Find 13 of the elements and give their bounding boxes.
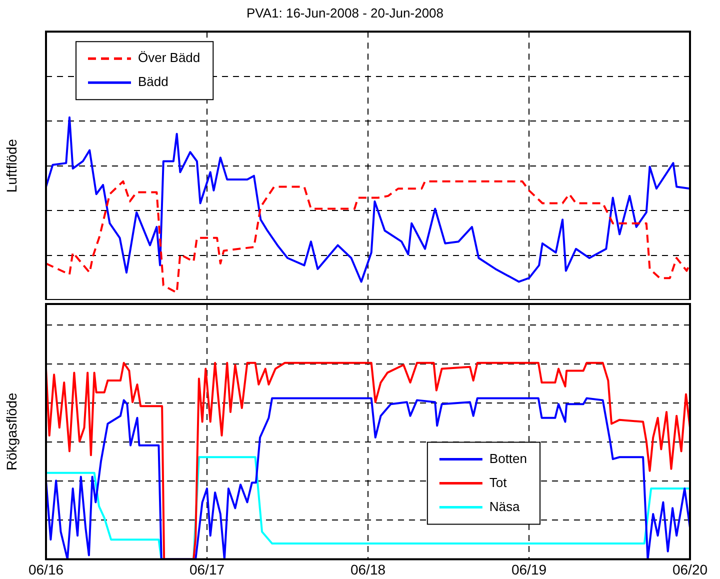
legend-label: Näsa [489,498,521,514]
legend-label: Bädd [138,74,168,90]
legend-label: Över Bädd [138,50,200,66]
y-axis-title: Luftflöde [3,138,20,193]
legend-label: Botten [489,450,528,466]
y-axis-title: Rökgasflöde [3,392,20,471]
chart-title: PVA1: 16-Jun-2008 - 20-Jun-2008 [246,5,444,20]
x-tick-label: 06/16 [28,561,64,578]
x-tick-label: 06/17 [189,561,225,578]
x-tick-label: 06/18 [350,561,386,578]
x-tick-label: 06/19 [511,561,547,578]
x-tick-label: 06/20 [672,561,708,578]
legend-label: Tot [489,474,508,490]
